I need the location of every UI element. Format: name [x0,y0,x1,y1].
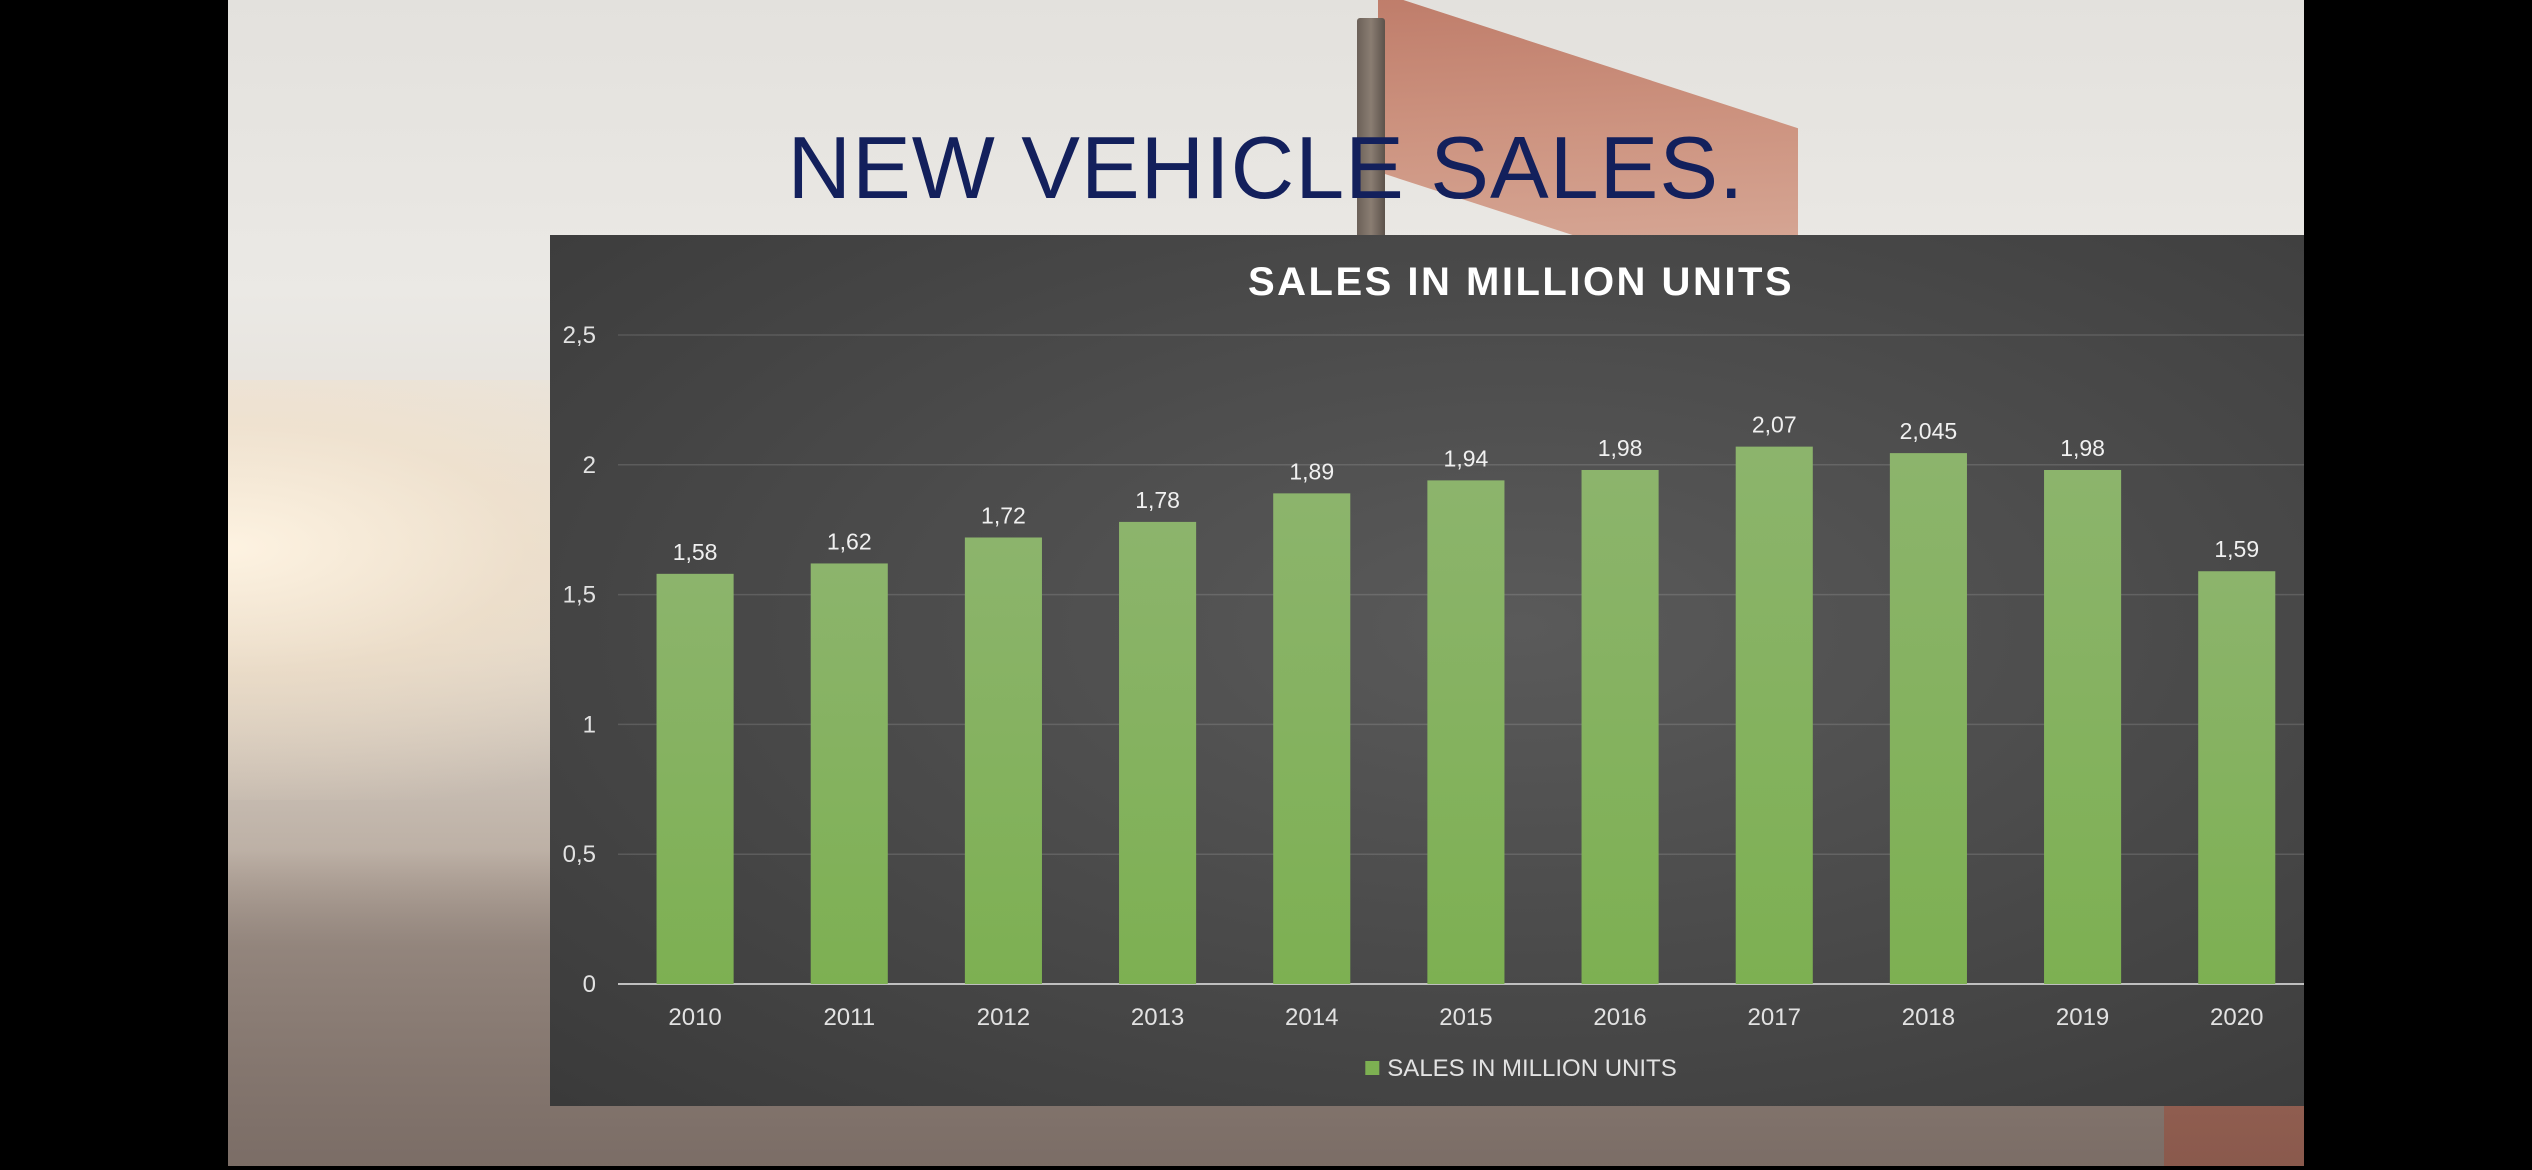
y-tick-label: 0,5 [563,841,596,868]
gridlines [618,334,2304,985]
x-tick-label: 2017 [1748,1004,1801,1031]
y-tick-label: 2 [583,452,596,479]
presentation-slide: NEW VEHICLE SALES. SALES IN MILLION UNIT… [228,0,2304,1166]
bars: 1,58 1,62 1,72 1,78 1,89 1,94 1,98 2,07 2,045 1,9… [656,412,2276,984]
x-tick-label: 2011 [823,1004,875,1031]
data-label: 1,62 [827,528,872,554]
data-label: 1,98 [2060,435,2105,461]
data-label: 1,78 [1135,487,1180,513]
bar-2017 [1735,446,1813,984]
y-axis: 0 0,5 1 1,5 2 2,5 [563,322,596,998]
x-tick-label: 2014 [1285,1004,1338,1031]
chart-title: SALES IN MILLION UNITS [1248,260,1794,304]
data-label: 2,07 [1752,412,1797,438]
data-label: 1,72 [981,502,1026,528]
x-tick-label: 2018 [1902,1004,1955,1031]
data-label: 1,59 [2214,536,2259,562]
x-tick-label: 2013 [1131,1004,1184,1031]
bar-2018 [1889,453,1967,984]
x-tick-label: 2020 [2210,1004,2263,1031]
data-label: 1,58 [673,539,718,565]
y-tick-label: 1,5 [563,582,596,609]
x-tick-label: 2019 [2056,1004,2109,1031]
bar-2011 [810,563,888,984]
bar-2016 [1581,469,1659,984]
bar-2013 [1119,521,1197,984]
bar-2020 [2198,571,2276,984]
bar-2019 [2044,469,2122,984]
data-label: 1,89 [1289,458,1334,484]
x-axis: 2010 2011 2012 2013 2014 2015 2016 2017 2018 2019… [668,1004,2263,1031]
x-tick-label: 2010 [668,1004,721,1031]
bar-2012 [964,537,1042,984]
chart-panel: SALES IN MILLION UNITS 0 0,5 1 1,5 2 2,5 1,58… [550,235,2304,1106]
y-tick-label: 0 [583,971,596,998]
data-label: 1,94 [1444,445,1489,471]
legend-label: SALES IN MILLION UNITS [1387,1055,1676,1082]
x-tick-label: 2012 [977,1004,1030,1031]
background-flag-pole [1357,18,1385,258]
legend-swatch [1365,1061,1380,1075]
bar-2010 [656,573,734,984]
data-label: 2,045 [1900,418,1958,444]
bar-chart: SALES IN MILLION UNITS 0 0,5 1 1,5 2 2,5 1,58… [563,260,2304,1082]
bar-2014 [1273,493,1351,984]
slide-title: NEW VEHICLE SALES. [787,118,1745,217]
data-label: 1,98 [1598,435,1643,461]
bar-2015 [1427,480,1505,984]
y-tick-label: 1 [583,711,596,738]
y-tick-label: 2,5 [563,322,596,349]
x-tick-label: 2015 [1439,1004,1492,1031]
legend: SALES IN MILLION UNITS [1365,1055,1677,1082]
x-tick-label: 2016 [1593,1004,1646,1031]
